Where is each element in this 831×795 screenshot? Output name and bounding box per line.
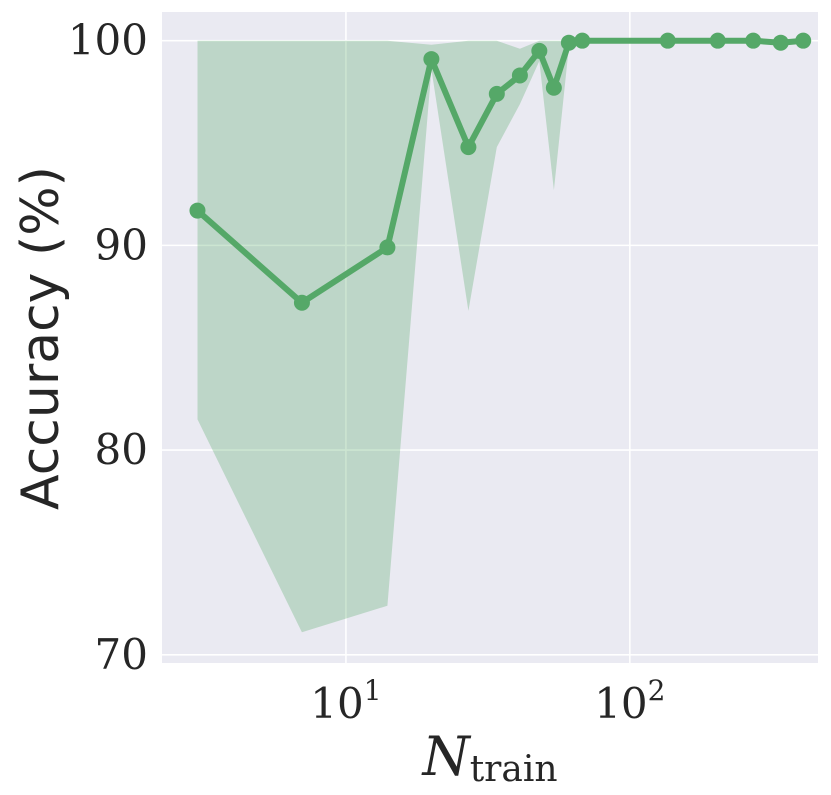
data-point	[772, 34, 789, 51]
y-tick-labels: 70 80 90 100	[68, 16, 148, 679]
data-point	[511, 67, 528, 84]
series-line	[195, 37, 804, 306]
confidence-band	[197, 40, 804, 633]
y-tick-label: 100	[68, 16, 148, 65]
data-point	[709, 32, 726, 49]
data-point	[293, 294, 310, 311]
y-tick-label: 90	[95, 220, 148, 269]
x-tick-labels: 101 102	[310, 674, 665, 728]
data-point	[545, 79, 562, 96]
data-point	[488, 85, 505, 102]
data-point	[460, 139, 477, 156]
y-tick-label: 70	[95, 630, 148, 679]
data-point	[531, 42, 548, 59]
data-point	[795, 32, 812, 49]
y-axis-label: Accuracy (%)	[11, 166, 71, 510]
data-point	[560, 34, 577, 51]
data-point	[574, 32, 591, 49]
x-tick-label: 102	[594, 674, 665, 728]
x-axis-label-main: N	[420, 725, 471, 788]
x-axis-label: Ntrain	[420, 725, 557, 790]
plot-background	[162, 12, 818, 663]
x-axis-label-subscript: train	[470, 749, 558, 790]
data-point	[745, 32, 762, 49]
series-points	[189, 32, 812, 311]
data-point	[189, 202, 206, 219]
x-tick-label: 101	[310, 674, 381, 728]
grid-lines	[162, 12, 818, 663]
data-point	[423, 51, 440, 68]
y-tick-label: 80	[95, 425, 148, 474]
data-point	[659, 32, 676, 49]
data-point	[379, 239, 396, 256]
